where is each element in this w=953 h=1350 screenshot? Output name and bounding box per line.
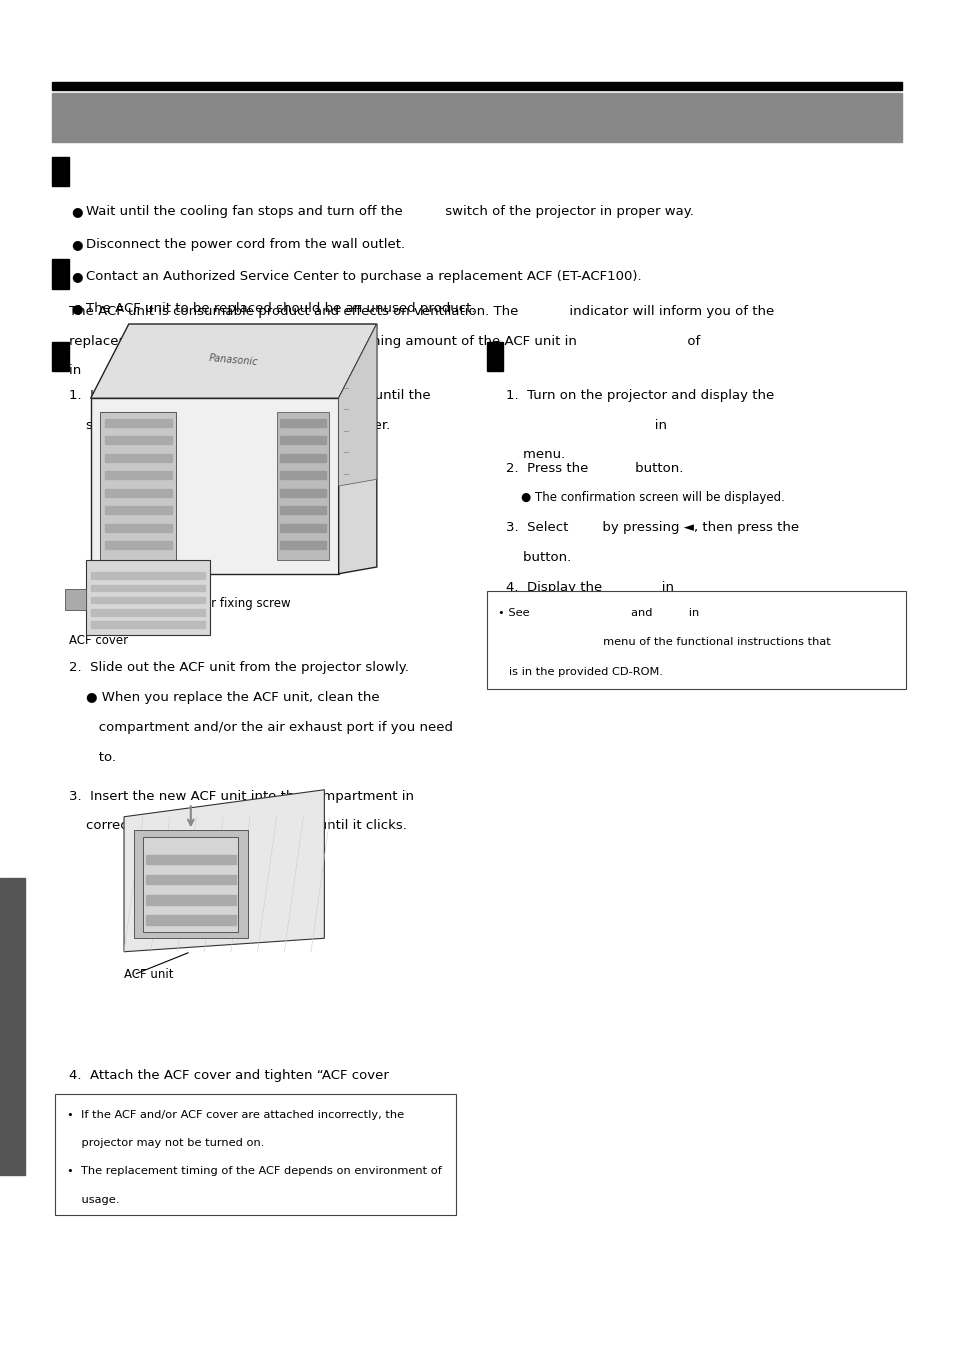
Text: menu.: menu.	[505, 448, 564, 462]
Text: in                            menu.: in menu.	[69, 364, 242, 378]
Text: Contact an Authorized Service Center to purchase a replacement ACF (ET-ACF100).: Contact an Authorized Service Center to …	[86, 270, 640, 284]
Text: screws turn freely and remove the ACF cover.: screws turn freely and remove the ACF co…	[69, 418, 390, 432]
Bar	[105, 541, 172, 549]
Bar	[105, 506, 172, 514]
Bar	[91, 609, 205, 616]
Bar	[52, 82, 901, 90]
Bar	[65, 589, 86, 610]
Bar	[486, 342, 502, 371]
Bar	[86, 560, 210, 634]
Bar	[52, 342, 69, 371]
Text: ●: ●	[71, 302, 83, 316]
Text: correct direction and slightly push until it clicks.: correct direction and slightly push unti…	[69, 819, 406, 833]
Text: ---: ---	[343, 408, 349, 413]
Bar	[146, 895, 235, 905]
Text: The ACF unit to be replaced should be an unused product.: The ACF unit to be replaced should be an…	[86, 302, 475, 316]
Text: ACF unit: ACF unit	[124, 968, 173, 981]
Text: Panasonic: Panasonic	[209, 354, 258, 367]
Bar	[279, 524, 326, 532]
Bar	[105, 471, 172, 479]
Text: ● When you replace the ACF unit, clean the: ● When you replace the ACF unit, clean t…	[69, 691, 379, 705]
Polygon shape	[338, 324, 376, 574]
Text: ---: ---	[343, 429, 349, 435]
Text: ●: ●	[71, 238, 83, 251]
Text: 3.  Insert the new ACF unit into the compartment in: 3. Insert the new ACF unit into the comp…	[69, 790, 414, 803]
Text: •  If the ACF and/or ACF cover are attached incorrectly, the: • If the ACF and/or ACF cover are attach…	[67, 1110, 403, 1119]
Bar	[105, 436, 172, 444]
Bar	[91, 572, 205, 579]
Text: fixing screw” (1 screw) securely.: fixing screw” (1 screw) securely.	[69, 1099, 301, 1112]
Bar	[52, 157, 69, 186]
Text: Disconnect the power cord from the wall outlet.: Disconnect the power cord from the wall …	[86, 238, 405, 251]
Text: 2.  Slide out the ACF unit from the projector slowly.: 2. Slide out the ACF unit from the proje…	[69, 662, 408, 675]
Text: The ACF unit is consumable product and effects on ventilation. The            in: The ACF unit is consumable product and e…	[69, 305, 773, 319]
Bar	[146, 915, 235, 925]
Bar	[91, 585, 205, 591]
Bar	[146, 855, 235, 864]
Bar	[279, 489, 326, 497]
Text: ---: ---	[343, 451, 349, 456]
Bar	[105, 489, 172, 497]
Text: ---: ---	[343, 472, 349, 478]
Text: 1.  Loosen “ACF cover fixing screw” (1 screw) until the: 1. Loosen “ACF cover fixing screw” (1 sc…	[69, 389, 430, 402]
Text: Wait until the cooling fan stops and turn off the          switch of the project: Wait until the cooling fan stops and tur…	[86, 205, 693, 219]
Text: usage.: usage.	[67, 1195, 119, 1204]
Text: button.: button.	[505, 551, 570, 564]
Text: 3.  Select        by pressing ◄, then press the: 3. Select by pressing ◄, then press the	[505, 521, 798, 535]
Polygon shape	[124, 790, 324, 952]
Text: 4.  Display the              in: 4. Display the in	[505, 580, 673, 594]
Text: ---: ---	[343, 386, 349, 391]
Bar	[276, 412, 329, 560]
Text: menu of the functional instructions that: menu of the functional instructions that	[497, 637, 830, 647]
Bar	[279, 418, 326, 427]
Text: ACF cover fixing screw: ACF cover fixing screw	[157, 597, 291, 610]
Bar	[279, 506, 326, 514]
Bar	[0, 878, 25, 1174]
Bar	[279, 436, 326, 444]
Bar	[133, 830, 248, 938]
Text: is in the provided CD-ROM.: is in the provided CD-ROM.	[497, 667, 662, 676]
Bar	[91, 597, 205, 603]
Bar	[91, 398, 338, 574]
Bar	[143, 837, 238, 931]
Text: • See                            and          in: • See and in	[497, 608, 699, 617]
Bar	[55, 1094, 456, 1215]
Bar	[486, 591, 905, 688]
Bar	[105, 418, 172, 427]
Bar	[52, 93, 901, 142]
Bar	[279, 541, 326, 549]
Text: replacement timing. You can check the remaining amount of the ACF unit in       : replacement timing. You can check the re…	[69, 335, 700, 348]
Bar	[100, 412, 176, 560]
Text: 4.  Attach the ACF cover and tighten “ACF cover: 4. Attach the ACF cover and tighten “ACF…	[69, 1069, 388, 1083]
Bar	[52, 259, 69, 289]
Text: menu and confirm the                      .: menu and confirm the .	[505, 610, 768, 624]
Text: •  The replacement timing of the ACF depends on environment of: • The replacement timing of the ACF depe…	[67, 1166, 441, 1176]
Polygon shape	[338, 324, 376, 486]
Bar	[105, 524, 172, 532]
Text: 1.  Turn on the projector and display the: 1. Turn on the projector and display the	[505, 389, 773, 402]
Text: ACF cover: ACF cover	[69, 634, 128, 648]
Bar	[279, 471, 326, 479]
Text: in: in	[505, 418, 666, 432]
Text: projector may not be turned on.: projector may not be turned on.	[67, 1138, 264, 1148]
Bar	[91, 621, 205, 628]
Text: to.: to.	[69, 751, 115, 764]
Text: ● The confirmation screen will be displayed.: ● The confirmation screen will be displa…	[505, 491, 783, 505]
Text: ●: ●	[71, 205, 83, 219]
Bar	[105, 454, 172, 462]
Polygon shape	[91, 324, 376, 398]
Text: 2.  Press the           button.: 2. Press the button.	[505, 462, 682, 475]
Text: compartment and/or the air exhaust port if you need: compartment and/or the air exhaust port …	[69, 721, 453, 734]
Bar	[146, 875, 235, 884]
Text: ●: ●	[71, 270, 83, 284]
Bar	[279, 454, 326, 462]
